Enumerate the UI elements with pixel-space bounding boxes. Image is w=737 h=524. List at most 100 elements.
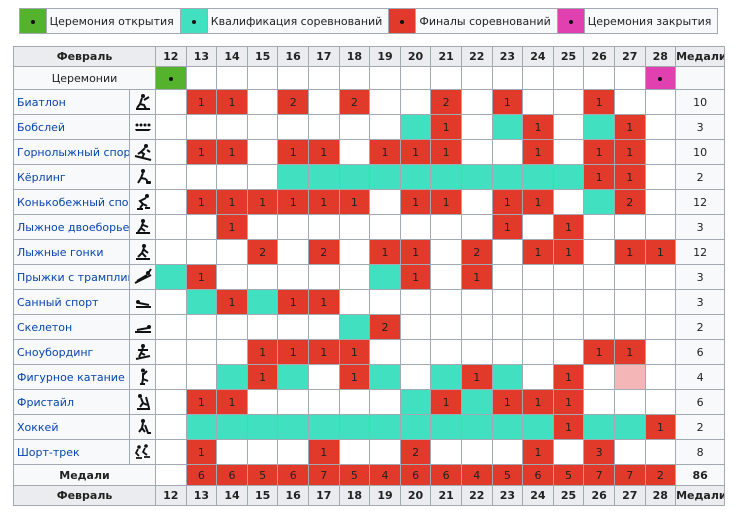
- finals-count: 1: [534, 445, 542, 459]
- sport-pictogram: [128, 239, 157, 265]
- finals-count: 1: [565, 395, 573, 409]
- medals-count: 2: [675, 314, 726, 340]
- sport-link[interactable]: Шорт-трек: [13, 439, 130, 465]
- freestyle-icon: [134, 394, 152, 410]
- schedule-cell: [644, 389, 677, 415]
- final-cell: 1: [613, 239, 646, 265]
- schedule-cell: [216, 439, 248, 465]
- schedule-cell: [491, 289, 524, 315]
- final-cell: 1: [552, 214, 585, 240]
- schedule-cell: [430, 289, 462, 315]
- legend-table: Церемония открытия Квалификация соревнова…: [18, 8, 719, 34]
- final-cell: 1: [369, 239, 401, 265]
- qualification-cell: [277, 364, 309, 390]
- schedule-cell: [583, 314, 615, 340]
- day-total: 6: [216, 464, 248, 486]
- schedule-cell: [277, 214, 309, 240]
- finals-count: 1: [595, 345, 603, 359]
- day-total: 6: [185, 464, 218, 486]
- schedule-cell: [613, 289, 646, 315]
- schedule-cell: [399, 66, 432, 90]
- qualification-cell: [430, 364, 462, 390]
- schedule-cell: [399, 314, 432, 340]
- schedule-cell: [552, 66, 585, 90]
- schedule-cell: [644, 264, 677, 290]
- qualification-cell: [277, 164, 309, 190]
- schedule-cell: [307, 114, 340, 140]
- sport-pictogram: [128, 289, 157, 315]
- finals-count: 1: [626, 170, 634, 184]
- schedule-cell: [552, 339, 585, 365]
- schedule-cell: [460, 66, 493, 90]
- schedule-cell: [216, 114, 248, 140]
- finals-count: 1: [442, 145, 450, 159]
- sport-link[interactable]: Конькобежный спорт: [13, 189, 130, 215]
- sport-link[interactable]: Горнолыжный спорт: [13, 139, 130, 165]
- final-cell: 1: [216, 189, 248, 215]
- sport-link[interactable]: Фигурное катание: [13, 364, 130, 390]
- final-cell: 1: [185, 439, 218, 465]
- day-header: 15: [246, 485, 279, 506]
- sport-link[interactable]: Кёрлинг: [13, 164, 130, 190]
- medals-header: Медали: [675, 46, 726, 67]
- schedule-cell: [277, 66, 309, 90]
- schedule-cell: [369, 389, 401, 415]
- final-cell: 1: [552, 364, 585, 390]
- sport-row: Скелетон 2 2: [13, 314, 726, 340]
- schedule-cell: [338, 389, 371, 415]
- finals-count: 1: [565, 370, 573, 384]
- final-cell: 1: [491, 214, 524, 240]
- schedule-cell: [491, 239, 524, 265]
- schedule-cell: [552, 314, 585, 340]
- day-total: 6: [522, 464, 554, 486]
- qualification-cell: [491, 164, 524, 190]
- legend-swatch-open: [18, 8, 47, 34]
- finals-count: 1: [565, 220, 573, 234]
- finals-count: 1: [412, 245, 420, 259]
- sport-link[interactable]: Скелетон: [13, 314, 130, 340]
- finals-count: 1: [228, 295, 236, 309]
- schedule-cell: [491, 339, 524, 365]
- qualification-cell: [246, 414, 279, 440]
- legend-dot: [568, 19, 573, 24]
- day-header: 13: [185, 485, 218, 506]
- sport-link[interactable]: Хоккей: [13, 414, 130, 440]
- final-cell: 1: [583, 139, 615, 165]
- schedule-cell: [338, 139, 371, 165]
- finals-count: 1: [534, 195, 542, 209]
- sport-link[interactable]: Биатлон: [13, 89, 130, 115]
- final-cell: 1: [552, 389, 585, 415]
- sport-link[interactable]: Прыжки с трамплина: [13, 264, 130, 290]
- schedule-cell: [277, 439, 309, 465]
- finals-count: 1: [197, 445, 205, 459]
- sport-row: Лыжные гонки 2 2 1 1 2 1 1 1 1 12: [13, 239, 726, 265]
- schedule-cell: [644, 339, 677, 365]
- sport-row: Прыжки с трамплина 1 1 1 3: [13, 264, 726, 290]
- schedule-cell: [185, 239, 218, 265]
- schedule-cell: [613, 439, 646, 465]
- sport-link[interactable]: Лыжные гонки: [13, 239, 130, 265]
- final-cell: 1: [369, 139, 401, 165]
- figure-skating-icon: [134, 368, 152, 385]
- schedule-cell: [644, 189, 677, 215]
- sport-link[interactable]: Сноубординг: [13, 339, 130, 365]
- final-cell: 2: [246, 239, 279, 265]
- qualification-cell: [399, 389, 432, 415]
- sport-link[interactable]: Бобслей: [13, 114, 130, 140]
- qualification-cell: [216, 364, 248, 390]
- sport-row: Хоккей 1 1 2: [13, 414, 726, 440]
- qualification-cell: [399, 164, 432, 190]
- sport-link[interactable]: Санный спорт: [13, 289, 130, 315]
- schedule-cell: [246, 314, 279, 340]
- sport-link[interactable]: Лыжное двоеборье: [13, 214, 130, 240]
- schedule-cell: [552, 189, 585, 215]
- sport-pictogram: [128, 114, 157, 140]
- sport-link[interactable]: Фристайл: [13, 389, 130, 415]
- sport-pictogram: [128, 139, 157, 165]
- final-cell: 1: [430, 139, 462, 165]
- day-header: 20: [399, 46, 432, 67]
- final-cell: 1: [246, 339, 279, 365]
- qualification-cell: [552, 164, 585, 190]
- final-cell: 1: [430, 189, 462, 215]
- final-cell: 1: [613, 139, 646, 165]
